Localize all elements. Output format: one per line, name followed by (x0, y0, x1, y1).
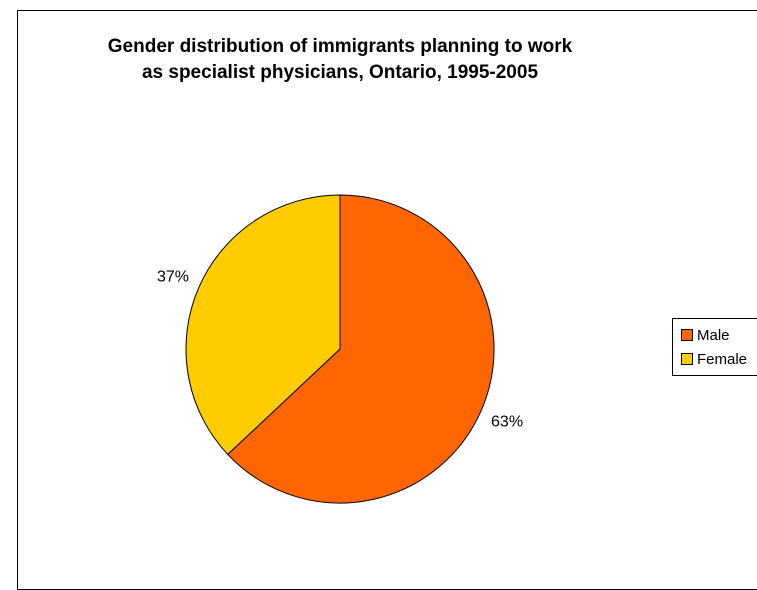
legend-item-male: Male (681, 325, 730, 345)
legend-label-male: Male (697, 326, 730, 344)
legend: Male Female (672, 318, 757, 376)
legend-swatch-female (681, 353, 693, 365)
pie-slice-female (185, 194, 341, 456)
legend-item-female: Female (681, 349, 747, 369)
chart-title-line-2: as specialist physicians, Ontario, 1995-… (141, 62, 539, 83)
pie-slice-male (227, 194, 495, 504)
legend-swatch-male (681, 329, 693, 341)
chart-title-line-1: Gender distribution of immigrants planni… (107, 36, 573, 57)
legend-label-female: Female (697, 350, 748, 368)
chart-title: Gender distribution of immigrants planni… (17, 34, 663, 86)
data-label-male: 63% (491, 413, 523, 430)
data-label-female: 37% (157, 269, 189, 286)
